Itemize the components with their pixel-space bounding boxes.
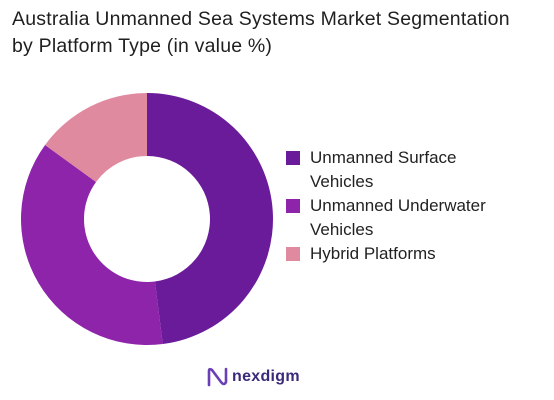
- chart-legend: Unmanned Surface Vehicles Unmanned Under…: [286, 146, 546, 266]
- legend-item-underwater: Unmanned Underwater Vehicles: [286, 194, 546, 242]
- donut-slices: [20, 93, 274, 345]
- donut-slice-surface: [147, 93, 274, 345]
- brand-footer: nexdigm: [206, 365, 300, 389]
- donut-slice-underwater: [20, 144, 163, 345]
- legend-swatch-surface: [286, 151, 300, 165]
- legend-label-surface: Unmanned Surface Vehicles: [310, 148, 457, 191]
- legend-item-surface: Unmanned Surface Vehicles: [286, 146, 546, 194]
- legend-label-underwater: Unmanned Underwater Vehicles: [310, 196, 486, 239]
- legend-item-hybrid: Hybrid Platforms: [286, 242, 546, 266]
- legend-swatch-underwater: [286, 199, 300, 213]
- legend-swatch-hybrid: [286, 247, 300, 261]
- nexdigm-logo-icon: [207, 367, 228, 387]
- legend-label-hybrid: Hybrid Platforms: [310, 244, 436, 263]
- chart-title-line-1: Australia Unmanned Sea Systems Market Se…: [12, 8, 510, 30]
- donut-slice-hybrid: [45, 93, 147, 182]
- chart-title: Australia Unmanned Sea Systems Market Se…: [12, 6, 548, 60]
- brand-name: nexdigm: [232, 368, 300, 385]
- chart-title-line-2: by Platform Type (in value %): [12, 35, 273, 57]
